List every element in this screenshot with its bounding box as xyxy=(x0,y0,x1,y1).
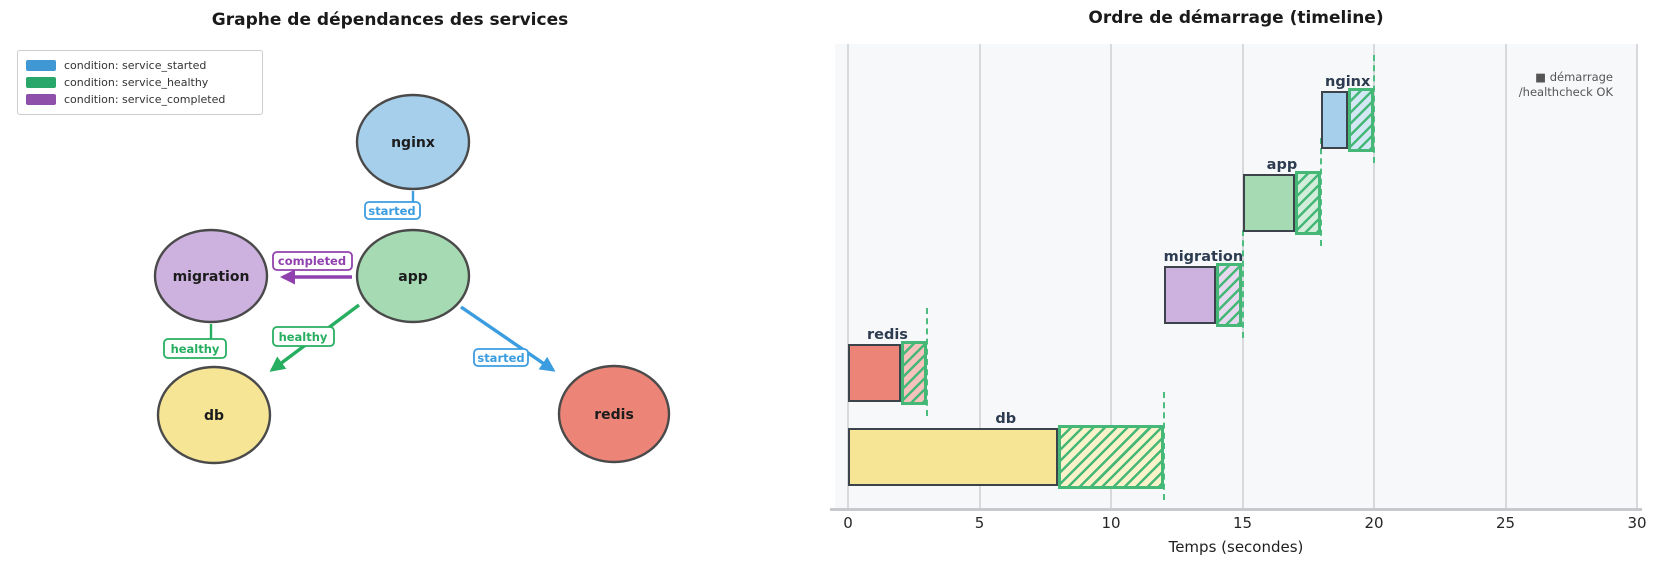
ready-line-app xyxy=(1320,138,1323,246)
legend-swatch-healthy-icon xyxy=(26,77,56,88)
node-db-label: db xyxy=(204,408,224,424)
x-axis-line xyxy=(830,508,1642,511)
timeline-bar-app-start xyxy=(1242,174,1296,232)
x-tick-30: 30 xyxy=(1627,514,1647,532)
timeline-bar-redis-healthcheck xyxy=(900,341,927,405)
edge-label-box xyxy=(163,338,227,359)
legend-label: condition: service_started xyxy=(64,59,207,72)
node-nginx: nginx xyxy=(355,93,471,191)
timeline-bar-label-redis: redis xyxy=(866,327,908,343)
x-axis-ticks: 0 5 10 15 20 25 30 xyxy=(835,514,1646,534)
node-app-shape xyxy=(355,228,471,324)
timeline-bar-nginx-start xyxy=(1321,91,1348,149)
timeline-plot: ■ démarrage /healthcheck OK nginx app migr… xyxy=(835,44,1638,509)
ready-line-nginx xyxy=(1373,55,1375,163)
gridline-30 xyxy=(1636,44,1638,509)
node-db: db xyxy=(156,365,272,465)
legend-swatch-completed-icon xyxy=(26,94,56,105)
legend-item-service-completed: condition: service_completed xyxy=(26,91,254,108)
edge-label-started-nginx-app: started xyxy=(364,201,421,220)
x-axis-label: Temps (secondes) xyxy=(1168,538,1304,556)
edge-label-healthy-app-db: healthy xyxy=(272,326,335,347)
timeline-bar-db-start xyxy=(848,428,1059,486)
x-tick-15: 15 xyxy=(1232,514,1253,532)
x-tick-10: 10 xyxy=(1101,514,1121,532)
timeline-bar-label-nginx: nginx xyxy=(1325,74,1371,90)
node-redis-label: redis xyxy=(594,407,634,423)
edge-label-text: completed xyxy=(278,254,346,268)
edge-label-text: healthy xyxy=(171,342,220,356)
node-nginx-shape xyxy=(355,93,471,191)
timeline-bar-migration-start xyxy=(1163,266,1217,324)
edge-label-text: started xyxy=(368,204,415,218)
gridline-10 xyxy=(1110,44,1112,509)
graph-legend: condition: service_started condition: se… xyxy=(17,50,263,115)
edge-label-box xyxy=(364,201,421,220)
x-tick-0: 0 xyxy=(843,514,853,532)
timeline-bar-migration-healthcheck xyxy=(1216,263,1243,327)
node-app: app xyxy=(355,228,471,324)
legend-item-service-healthy: condition: service_healthy xyxy=(26,74,254,91)
timeline-bar-label-app: app xyxy=(1266,157,1298,173)
node-db-shape xyxy=(156,365,272,465)
timeline-bar-db-healthcheck xyxy=(1058,425,1164,489)
timeline-bar-label-migration: migration xyxy=(1163,249,1244,265)
edge-label-box xyxy=(272,251,353,271)
x-tick-5: 5 xyxy=(974,514,985,532)
timeline-bar-label-db: db xyxy=(995,411,1017,427)
node-migration-shape xyxy=(153,228,269,324)
legend-item-service-started: condition: service_started xyxy=(26,57,254,74)
dependency-graph-svg: nginx app migration db redis started xyxy=(153,93,671,465)
timeline-legend: ■ démarrage /healthcheck OK xyxy=(1519,70,1613,100)
x-tick-25: 25 xyxy=(1495,514,1516,532)
gridline-25 xyxy=(1504,44,1507,509)
timeline-bar-app-healthcheck xyxy=(1295,171,1322,235)
node-redis-shape xyxy=(557,364,671,464)
ready-line-redis xyxy=(925,308,928,416)
timeline-legend-line-demarrage: ■ démarrage xyxy=(1535,70,1613,84)
edge-label-box xyxy=(272,326,335,347)
node-redis: redis xyxy=(557,364,671,464)
legend-label: condition: service_completed xyxy=(64,93,226,106)
dependency-graph-panel: Graphe de dépendances des services condi… xyxy=(0,0,780,580)
edge-label-box xyxy=(473,348,529,367)
timeline-bar-nginx-healthcheck xyxy=(1347,88,1374,152)
edge-label-text: healthy xyxy=(279,330,328,344)
legend-swatch-started-icon xyxy=(26,60,56,71)
timeline-bar-redis-start xyxy=(848,344,901,402)
node-nginx-label: nginx xyxy=(391,135,435,151)
node-migration-label: migration xyxy=(173,269,250,285)
x-tick-20: 20 xyxy=(1364,514,1384,532)
node-migration: migration xyxy=(153,228,269,324)
graph-title: Graphe de dépendances des services xyxy=(211,10,569,30)
ready-line-db xyxy=(1162,392,1165,500)
edge-label-healthy-migration-db: healthy xyxy=(163,338,227,359)
edge-app-redis xyxy=(460,305,556,372)
gridline-0 xyxy=(847,44,849,509)
edge-label-completed-app-migration: completed xyxy=(272,251,353,271)
edge-label-started-app-redis: started xyxy=(473,348,529,367)
legend-label: condition: service_healthy xyxy=(64,76,209,89)
ready-line-migration xyxy=(1241,230,1244,338)
node-app-label: app xyxy=(398,269,428,285)
timeline-legend-line-healthcheck: /healthcheck OK xyxy=(1518,85,1613,99)
gridline-20 xyxy=(1373,44,1375,509)
edge-label-text: started xyxy=(477,351,524,365)
timeline-title: Ordre de démarrage (timeline) xyxy=(1088,8,1384,28)
gridline-5 xyxy=(978,44,981,509)
